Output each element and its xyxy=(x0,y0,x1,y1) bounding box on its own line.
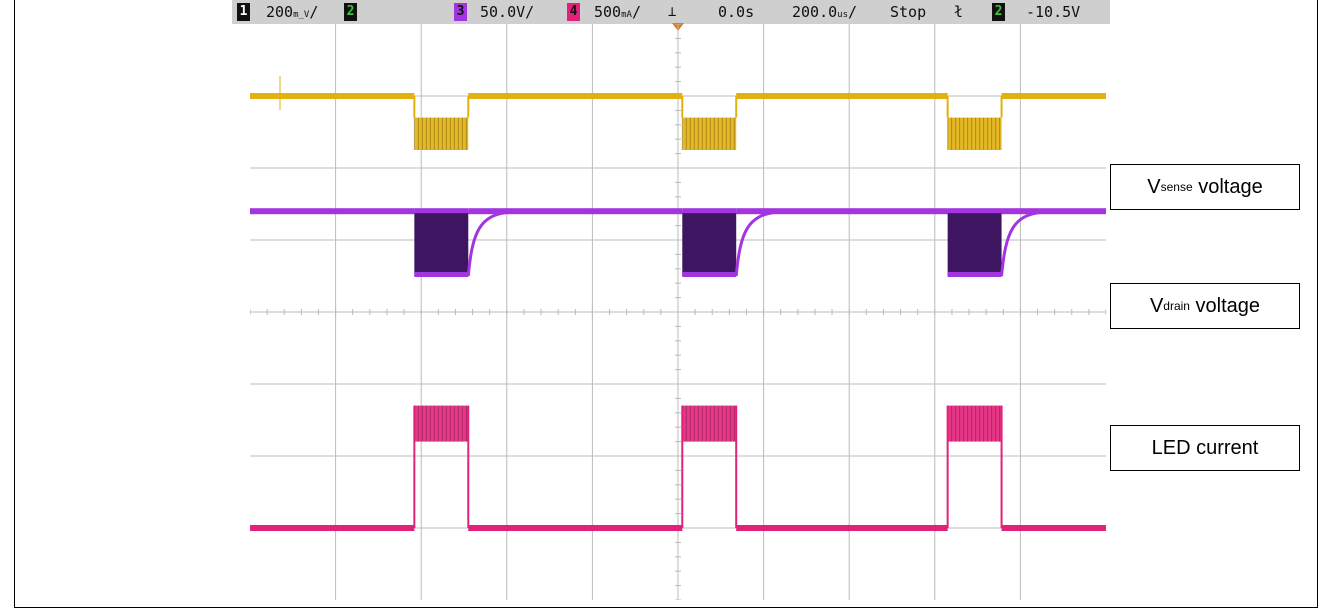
trigger-channel-badge: 2 xyxy=(992,3,1005,21)
trigger-level: -10.5V xyxy=(1026,3,1081,21)
ch3-scale: 50.0V/ xyxy=(480,3,535,21)
baseline-segment xyxy=(250,525,415,531)
traces: 1 3 4 xyxy=(250,76,1106,531)
recovery-curve xyxy=(466,210,509,277)
pulse-block xyxy=(682,405,737,442)
baseline-segment xyxy=(1001,208,1106,215)
recovery-curve xyxy=(1000,210,1042,277)
pulse-top-edge xyxy=(947,208,1002,214)
trigger-edge-icon: ł xyxy=(954,3,964,21)
pulse-top-edge xyxy=(682,208,737,214)
baseline-segment xyxy=(736,525,948,531)
channel-marker-arrow xyxy=(250,209,252,213)
baseline-segment xyxy=(250,93,415,99)
waveform-plot: 1 3 4 xyxy=(250,24,1106,600)
pulse-block xyxy=(414,117,469,150)
graticule xyxy=(250,24,1106,600)
pulse-block xyxy=(414,405,469,442)
ch4-trace: 4 xyxy=(250,405,1106,531)
oscilloscope-screen: 1 200m̲V/ 2 3 50.0V/ 4 500mA/ ⊥ 0.0s 200… xyxy=(232,0,1110,603)
baseline-segment xyxy=(468,93,683,99)
baseline-segment xyxy=(736,93,948,99)
timebase-value: 200.0us/ xyxy=(792,3,858,21)
pulse-bottom-edge xyxy=(682,272,737,277)
pulse-bottom-edge xyxy=(414,272,469,277)
ch1-scale: 200m̲V/ xyxy=(266,3,319,21)
ch4-scale: 500mA/ xyxy=(594,3,641,21)
figure-frame xyxy=(14,0,1318,608)
ch3-badge: 3 xyxy=(454,3,467,21)
pulse-block xyxy=(947,117,1002,150)
baseline-segment xyxy=(468,208,683,215)
ch1-badge: 1 xyxy=(237,3,250,21)
pulse-block xyxy=(947,211,1002,276)
ch2-badge: 2 xyxy=(344,3,357,21)
baseline-segment xyxy=(1001,93,1106,99)
channel-marker-arrow xyxy=(250,94,252,98)
status-bar: 1 200m̲V/ 2 3 50.0V/ 4 500mA/ ⊥ 0.0s 200… xyxy=(232,0,1110,24)
led-current-label: LED current xyxy=(1110,425,1300,471)
pulse-bottom-edge xyxy=(947,272,1002,277)
baseline-segment xyxy=(468,525,683,531)
ch3-trace: 3 xyxy=(250,208,1106,277)
pulse-block xyxy=(682,211,737,276)
baseline-segment xyxy=(736,208,948,215)
pulse-block xyxy=(414,211,469,276)
ch1-trace: 1 xyxy=(250,93,1106,150)
baseline-segment xyxy=(1001,525,1106,531)
recovery-curve xyxy=(734,210,777,277)
delay-value: 0.0s xyxy=(718,3,755,21)
ch4-badge: 4 xyxy=(567,3,580,21)
pulse-block xyxy=(947,405,1002,442)
run-state: Stop xyxy=(890,3,927,21)
channel-marker-arrow xyxy=(250,526,252,530)
trigger-position-icon: ⊥ xyxy=(668,4,677,20)
baseline-segment xyxy=(250,208,415,215)
pulse-top-edge xyxy=(414,208,469,214)
pulse-block xyxy=(682,117,737,150)
